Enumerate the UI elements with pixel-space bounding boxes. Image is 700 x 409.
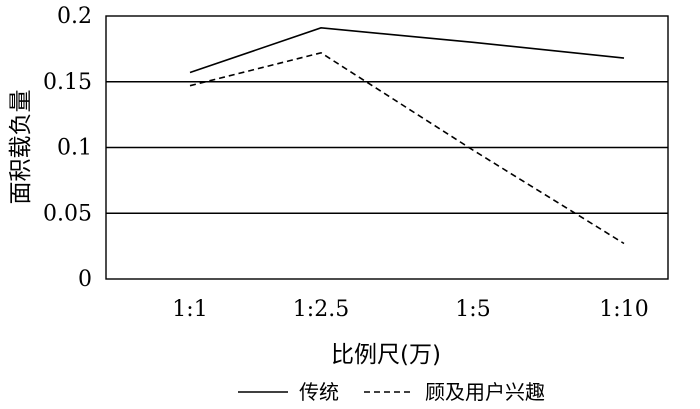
grid-lines — [106, 81, 668, 214]
x-tick-labels: 1:1 1:2.5 1:5 1:10 — [172, 297, 648, 322]
y-tick-label-2: 0.1 — [57, 136, 92, 161]
y-tick-label-1: 0.05 — [43, 201, 92, 226]
series-line-1 — [189, 51, 625, 245]
x-tick-label-0: 1:1 — [172, 297, 207, 322]
y-tick-label-0: 0 — [78, 267, 92, 292]
y-tick-label-4: 0.2 — [57, 4, 92, 29]
plot-border — [105, 15, 669, 280]
y-tick-labels: 0 0.05 0.1 0.15 0.2 — [43, 4, 92, 292]
legend-label-1: 顾及用户兴趣 — [425, 380, 545, 404]
x-tick-label-3: 1:10 — [599, 297, 648, 322]
x-axis-label: 比例尺(万) — [331, 342, 441, 368]
series-lines — [189, 27, 625, 245]
y-axis-label: 面积载负量 — [8, 90, 34, 205]
series-line-0 — [189, 27, 625, 74]
plot-frame — [105, 15, 669, 280]
legend-label-0: 传统 — [299, 380, 339, 404]
legend: 传统 顾及用户兴趣 — [238, 380, 545, 404]
x-tick-label-2: 1:5 — [455, 297, 490, 322]
y-tick-label-3: 0.15 — [43, 70, 92, 95]
x-tick-label-1: 1:2.5 — [293, 297, 349, 322]
